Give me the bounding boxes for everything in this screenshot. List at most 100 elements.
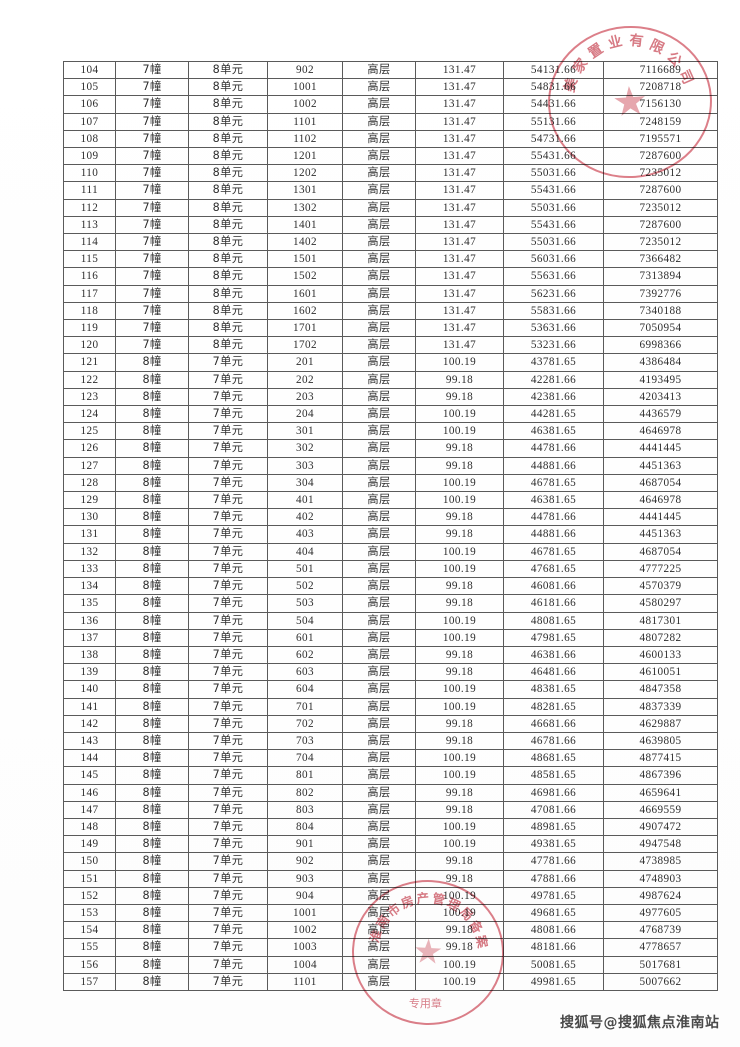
cell-area: 100.19 — [415, 817, 504, 837]
table-row: 137 8幢 7单元 601 高层 100.19 47981.65 4807282 — [63, 628, 718, 647]
table-row: 147 8幢 7单元 803 高层 99.18 47081.66 4669559 — [63, 800, 718, 819]
cell-room: 502 — [267, 577, 343, 596]
cell-index: 154 — [63, 921, 116, 940]
cell-building: 8幢 — [115, 972, 189, 991]
cell-unit_price: 54831.66 — [503, 78, 604, 97]
cell-index: 145 — [63, 766, 116, 785]
cell-total_price: 4639805 — [603, 731, 718, 751]
table-row: 124 8幢 7单元 204 高层 100.19 44281.65 4436579 — [63, 405, 718, 424]
cell-total_price: 4441445 — [603, 439, 718, 458]
cell-index: 134 — [63, 577, 116, 596]
cell-type: 高层 — [342, 594, 416, 613]
cell-unit_price: 44881.66 — [503, 525, 604, 544]
cell-area: 131.47 — [415, 215, 504, 235]
cell-room: 1201 — [267, 147, 343, 166]
table-row: 119 7幢 8单元 1701 高层 131.47 53631.66 7050954 — [63, 319, 718, 338]
cell-area: 99.18 — [415, 921, 504, 940]
cell-total_price: 4778657 — [603, 938, 718, 957]
cell-type: 高层 — [342, 783, 416, 802]
cell-area: 99.18 — [415, 508, 504, 527]
cell-index: 115 — [63, 250, 116, 269]
cell-building: 8幢 — [115, 869, 189, 888]
cell-index: 152 — [63, 886, 116, 905]
table-row: 117 7幢 8单元 1601 高层 131.47 56231.66 7392776 — [63, 284, 718, 303]
cell-total_price: 4807282 — [603, 628, 718, 647]
table-row: 108 7幢 8单元 1102 高层 131.47 54731.66 7195571 — [63, 129, 718, 149]
cell-index: 157 — [63, 972, 116, 991]
cell-total_price: 4907472 — [603, 817, 718, 837]
cell-index: 153 — [63, 903, 116, 923]
cell-unit_price: 56031.66 — [503, 250, 604, 269]
cell-type: 高层 — [342, 284, 416, 303]
cell-total_price: 4441445 — [603, 508, 718, 527]
cell-unit_price: 43781.65 — [503, 353, 604, 372]
cell-total_price: 4646978 — [603, 491, 718, 510]
cell-unit_price: 49981.65 — [503, 972, 604, 991]
cell-area: 131.47 — [415, 250, 504, 269]
cell-index: 133 — [63, 559, 116, 579]
table-row: 153 8幢 7单元 1001 高层 100.19 49681.65 4977605 — [63, 903, 718, 923]
cell-room: 303 — [267, 456, 343, 475]
cell-building: 7幢 — [115, 112, 189, 131]
cell-index: 122 — [63, 370, 116, 389]
cell-index: 151 — [63, 869, 116, 888]
cell-unit_price: 46481.66 — [503, 663, 604, 682]
cell-area: 100.19 — [415, 972, 504, 991]
cell-area: 100.19 — [415, 422, 504, 441]
cell-room: 1101 — [267, 112, 343, 131]
cell-building: 8幢 — [115, 921, 189, 940]
cell-unit_price: 50081.65 — [503, 955, 604, 974]
table-row: 146 8幢 7单元 802 高层 99.18 46981.66 4659641 — [63, 783, 718, 802]
cell-building: 8幢 — [115, 405, 189, 424]
cell-room: 901 — [267, 835, 343, 854]
cell-unit_price: 46681.66 — [503, 714, 604, 733]
cell-unit_price: 55031.66 — [503, 164, 604, 183]
table-row: 128 8幢 7单元 304 高层 100.19 46781.65 4687054 — [63, 473, 718, 493]
cell-room: 401 — [267, 491, 343, 510]
cell-building: 7幢 — [115, 319, 189, 338]
cell-unit_price: 44281.65 — [503, 405, 604, 424]
cell-unit_price: 55031.66 — [503, 198, 604, 217]
cell-unit: 7单元 — [188, 731, 268, 751]
cell-index: 107 — [63, 112, 116, 131]
table-row: 131 8幢 7单元 403 高层 99.18 44881.66 4451363 — [63, 525, 718, 544]
cell-room: 503 — [267, 594, 343, 613]
cell-index: 132 — [63, 542, 116, 561]
table-row: 132 8幢 7单元 404 高层 100.19 46781.65 4687054 — [63, 542, 718, 561]
cell-unit: 7单元 — [188, 972, 268, 991]
cell-building: 7幢 — [115, 164, 189, 183]
cell-building: 7幢 — [115, 267, 189, 286]
cell-unit_price: 44781.66 — [503, 439, 604, 458]
cell-index: 155 — [63, 938, 116, 957]
cell-index: 110 — [63, 164, 116, 183]
cell-unit: 7单元 — [188, 766, 268, 785]
cell-area: 131.47 — [415, 129, 504, 149]
cell-area: 100.19 — [415, 353, 504, 372]
cell-total_price: 7287600 — [603, 181, 718, 200]
cell-area: 100.19 — [415, 628, 504, 647]
cell-index: 108 — [63, 129, 116, 149]
cell-unit_price: 48681.65 — [503, 749, 604, 768]
cell-area: 131.47 — [415, 233, 504, 252]
cell-room: 1702 — [267, 336, 343, 355]
cell-room: 802 — [267, 783, 343, 802]
cell-index: 114 — [63, 233, 116, 252]
cell-total_price: 4386484 — [603, 353, 718, 372]
cell-total_price: 4669559 — [603, 800, 718, 819]
cell-building: 8幢 — [115, 749, 189, 768]
cell-unit: 7单元 — [188, 559, 268, 579]
cell-total_price: 7340188 — [603, 301, 718, 321]
cell-index: 117 — [63, 284, 116, 303]
cell-unit: 7单元 — [188, 903, 268, 923]
cell-unit_price: 48081.65 — [503, 611, 604, 630]
cell-type: 高层 — [342, 353, 416, 372]
cell-unit: 7单元 — [188, 714, 268, 733]
cell-index: 144 — [63, 749, 116, 768]
cell-index: 148 — [63, 817, 116, 837]
cell-unit: 8单元 — [188, 78, 268, 97]
cell-building: 8幢 — [115, 387, 189, 407]
cell-area: 99.18 — [415, 852, 504, 871]
cell-unit: 7单元 — [188, 508, 268, 527]
cell-room: 1602 — [267, 301, 343, 321]
cell-unit_price: 48581.65 — [503, 766, 604, 785]
